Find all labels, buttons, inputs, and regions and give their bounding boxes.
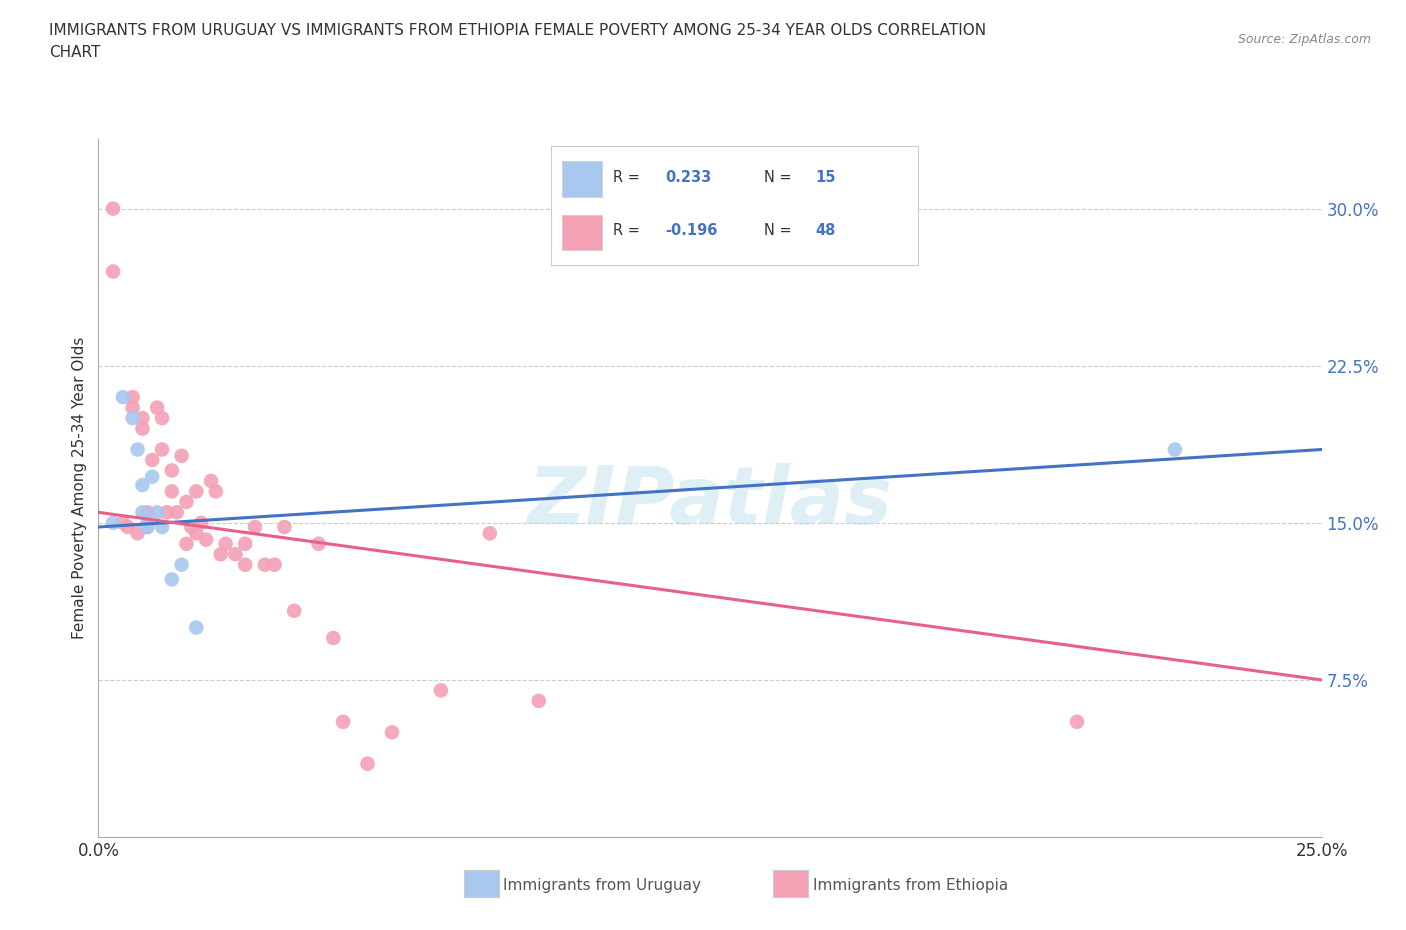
Point bbox=[356, 756, 378, 771]
Point bbox=[253, 557, 276, 572]
Point bbox=[170, 448, 193, 463]
Point bbox=[233, 557, 256, 572]
Point bbox=[190, 515, 212, 530]
Point bbox=[1066, 714, 1088, 729]
Text: CHART: CHART bbox=[49, 45, 101, 60]
Text: IMMIGRANTS FROM URUGUAY VS IMMIGRANTS FROM ETHIOPIA FEMALE POVERTY AMONG 25-34 Y: IMMIGRANTS FROM URUGUAY VS IMMIGRANTS FR… bbox=[49, 23, 987, 38]
Point bbox=[195, 532, 218, 547]
Point bbox=[101, 515, 124, 530]
Point bbox=[131, 478, 153, 493]
Point bbox=[186, 620, 208, 635]
Point bbox=[186, 484, 208, 498]
Point bbox=[146, 400, 169, 415]
Point bbox=[1164, 442, 1187, 457]
Point bbox=[131, 411, 153, 426]
Point bbox=[121, 411, 143, 426]
Point bbox=[209, 547, 232, 562]
Point bbox=[127, 525, 149, 540]
Point bbox=[101, 201, 124, 216]
Point bbox=[263, 557, 285, 572]
Text: ZIPatlas: ZIPatlas bbox=[527, 463, 893, 541]
Point bbox=[141, 453, 163, 468]
Point bbox=[381, 724, 404, 739]
Point bbox=[186, 525, 208, 540]
Point bbox=[283, 604, 305, 618]
Point bbox=[176, 495, 198, 510]
Text: Source: ZipAtlas.com: Source: ZipAtlas.com bbox=[1237, 33, 1371, 46]
Point bbox=[430, 683, 453, 698]
Point bbox=[176, 537, 198, 551]
Point bbox=[322, 631, 344, 645]
Point bbox=[224, 547, 246, 562]
Point bbox=[121, 390, 143, 405]
Point bbox=[233, 537, 256, 551]
Point bbox=[160, 484, 183, 498]
Point bbox=[117, 520, 139, 535]
Point bbox=[180, 520, 202, 535]
Point bbox=[131, 421, 153, 436]
Point bbox=[332, 714, 354, 729]
Point bbox=[146, 505, 169, 520]
Point bbox=[150, 442, 173, 457]
Point bbox=[156, 505, 179, 520]
Point bbox=[127, 442, 149, 457]
Point bbox=[273, 520, 295, 535]
Point bbox=[111, 515, 134, 530]
Point bbox=[478, 525, 501, 540]
Point bbox=[243, 520, 266, 535]
Point bbox=[205, 484, 228, 498]
Point bbox=[111, 390, 134, 405]
Text: Immigrants from Ethiopia: Immigrants from Ethiopia bbox=[813, 878, 1008, 893]
Point bbox=[170, 557, 193, 572]
Point bbox=[131, 505, 153, 520]
Point bbox=[160, 463, 183, 478]
Text: Immigrants from Uruguay: Immigrants from Uruguay bbox=[503, 878, 702, 893]
Point bbox=[136, 520, 159, 535]
Point bbox=[101, 264, 124, 279]
Point bbox=[150, 520, 173, 535]
Point bbox=[136, 505, 159, 520]
Point bbox=[527, 694, 550, 709]
Point bbox=[136, 520, 159, 535]
Point bbox=[214, 537, 236, 551]
Point bbox=[308, 537, 330, 551]
Point bbox=[150, 411, 173, 426]
Point bbox=[141, 470, 163, 485]
Point bbox=[121, 400, 143, 415]
Point bbox=[166, 505, 188, 520]
Point bbox=[160, 572, 183, 587]
Y-axis label: Female Poverty Among 25-34 Year Olds: Female Poverty Among 25-34 Year Olds bbox=[72, 337, 87, 640]
Point bbox=[200, 473, 222, 488]
Point bbox=[136, 515, 159, 530]
